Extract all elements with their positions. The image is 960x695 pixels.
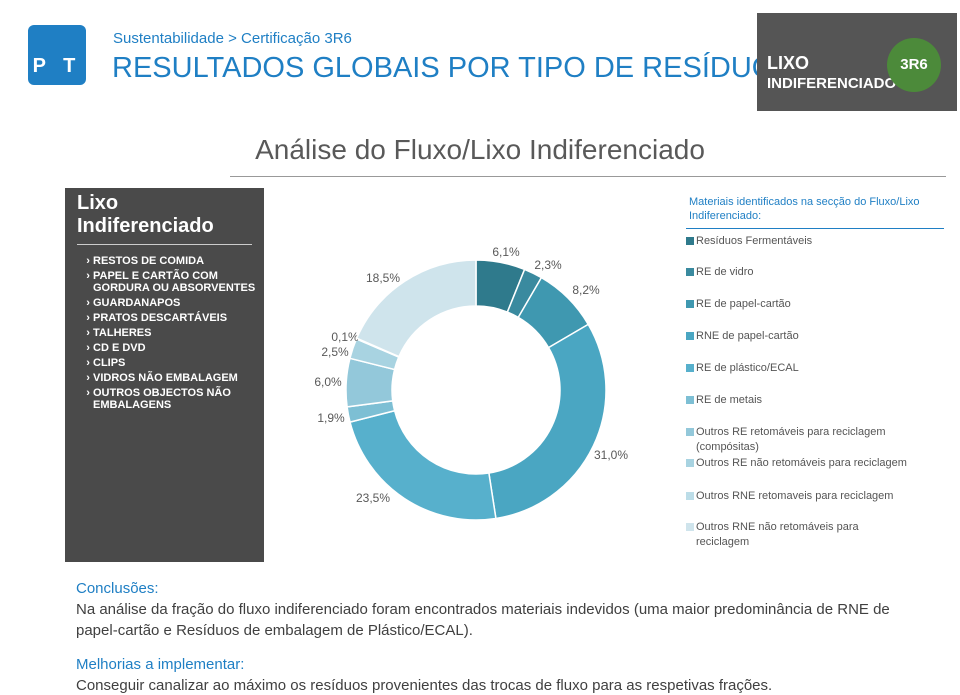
donut-segment xyxy=(355,259,477,358)
data-label: 6,1% xyxy=(492,245,520,259)
legend-label: RE de metais xyxy=(696,394,763,406)
legend-swatch xyxy=(686,396,694,404)
badge-line2: INDIFERENCIADO xyxy=(767,75,897,92)
legend-swatch xyxy=(686,459,694,467)
legend-label: Outros RE retomáveis para reciclagem (co… xyxy=(696,426,886,453)
badge-mark: 3R6 xyxy=(887,38,941,92)
legend-item: Outros RE não retomáveis para reciclagem xyxy=(686,456,911,471)
side-item: PRATOS DESCARTÁVEIS xyxy=(93,312,264,324)
legend-swatch xyxy=(686,364,694,372)
legend-label: RE de plástico/ECAL xyxy=(696,362,799,374)
logo-text: P T xyxy=(32,55,82,77)
badge: LIXO INDIFERENCIADO 3R6 xyxy=(757,13,957,111)
chart-title: Análise do Fluxo/Lixo Indiferenciado xyxy=(255,134,705,165)
side-list: RESTOS DE COMIDA PAPEL E CARTÃO COM GORDU… xyxy=(65,255,264,411)
breadcrumb: Sustentabilidade > Certificação 3R6 xyxy=(113,30,352,47)
legend-item: RE de plástico/ECAL xyxy=(686,361,911,376)
donut-segment xyxy=(488,323,607,520)
legend-swatch xyxy=(686,523,694,531)
data-label: 1,9% xyxy=(317,411,345,425)
side-item: VIDROS NÃO EMBALAGEM xyxy=(93,372,264,384)
side-item: CLIPS xyxy=(93,357,264,369)
legend-item: Outros RE retomáveis para reciclagem (co… xyxy=(686,425,911,455)
badge-line1: LIXO xyxy=(767,53,810,73)
conclusions-text: Na análise da fração do fluxo indiferenc… xyxy=(76,601,890,639)
data-label: 31,0% xyxy=(594,448,628,462)
data-label: 0,1% xyxy=(331,330,359,344)
data-label: 18,5% xyxy=(366,271,400,285)
legend-rule xyxy=(686,228,944,229)
legend-swatch xyxy=(686,332,694,340)
legend-label: Outros RE não retomáveis para reciclagem xyxy=(696,457,907,469)
legend-swatch xyxy=(686,300,694,308)
data-label: 2,3% xyxy=(534,258,562,272)
improvements-text: Conseguir canalizar ao máximo os resíduo… xyxy=(76,677,773,694)
side-item: OUTROS OBJECTOS NÃO EMBALAGENS xyxy=(93,387,264,411)
legend-label: Resíduos Fermentáveis xyxy=(696,235,813,247)
logo: P T xyxy=(28,25,86,85)
legend-item: RE de vidro xyxy=(686,265,911,280)
legend-item: RE de metais xyxy=(686,393,911,408)
legend-item: RNE de papel-cartão xyxy=(686,329,911,344)
side-panel: Lixo Indiferenciado RESTOS DE COMIDA PAPE… xyxy=(65,188,264,562)
legend-item: Outros RNE não retomáveis para reciclage… xyxy=(686,520,911,550)
data-label: 6,0% xyxy=(314,375,342,389)
data-label: 8,2% xyxy=(572,283,600,297)
divider xyxy=(230,176,946,177)
legend-item: Resíduos Fermentáveis xyxy=(686,234,911,249)
legend-swatch xyxy=(686,237,694,245)
data-label: 2,5% xyxy=(321,345,349,359)
data-label: 23,5% xyxy=(356,491,390,505)
legend-label: Outros RNE retomaveis para reciclagem xyxy=(696,490,894,502)
legend-item: RE de papel-cartão xyxy=(686,297,911,312)
legend-item: Outros RNE retomaveis para reciclagem xyxy=(686,489,911,504)
legend-label: RNE de papel-cartão xyxy=(696,330,799,342)
side-item: PAPEL E CARTÃO COM GORDURA OU ABSORVENTE… xyxy=(93,270,264,294)
legend-swatch xyxy=(686,268,694,276)
side-item: RESTOS DE COMIDA xyxy=(93,255,264,267)
legend-label: RE de vidro xyxy=(696,266,754,278)
page-title: RESULTADOS GLOBAIS POR TIPO DE RESÍDUO xyxy=(112,52,775,84)
legend-swatch xyxy=(686,492,694,500)
legend-label: RE de papel-cartão xyxy=(696,298,791,310)
side-item: CD E DVD xyxy=(93,342,264,354)
improvements-heading: Melhorias a implementar: xyxy=(76,656,245,673)
side-title: Lixo Indiferenciado xyxy=(77,192,252,245)
legend-swatch xyxy=(686,428,694,436)
conclusions-heading: Conclusões: xyxy=(76,580,159,597)
legend-title: Materiais identificados na secção do Flu… xyxy=(689,196,920,222)
legend-label: Outros RNE não retomáveis para reciclage… xyxy=(696,521,859,548)
side-item: TALHERES xyxy=(93,327,264,339)
side-item: GUARDANAPOS xyxy=(93,297,264,309)
